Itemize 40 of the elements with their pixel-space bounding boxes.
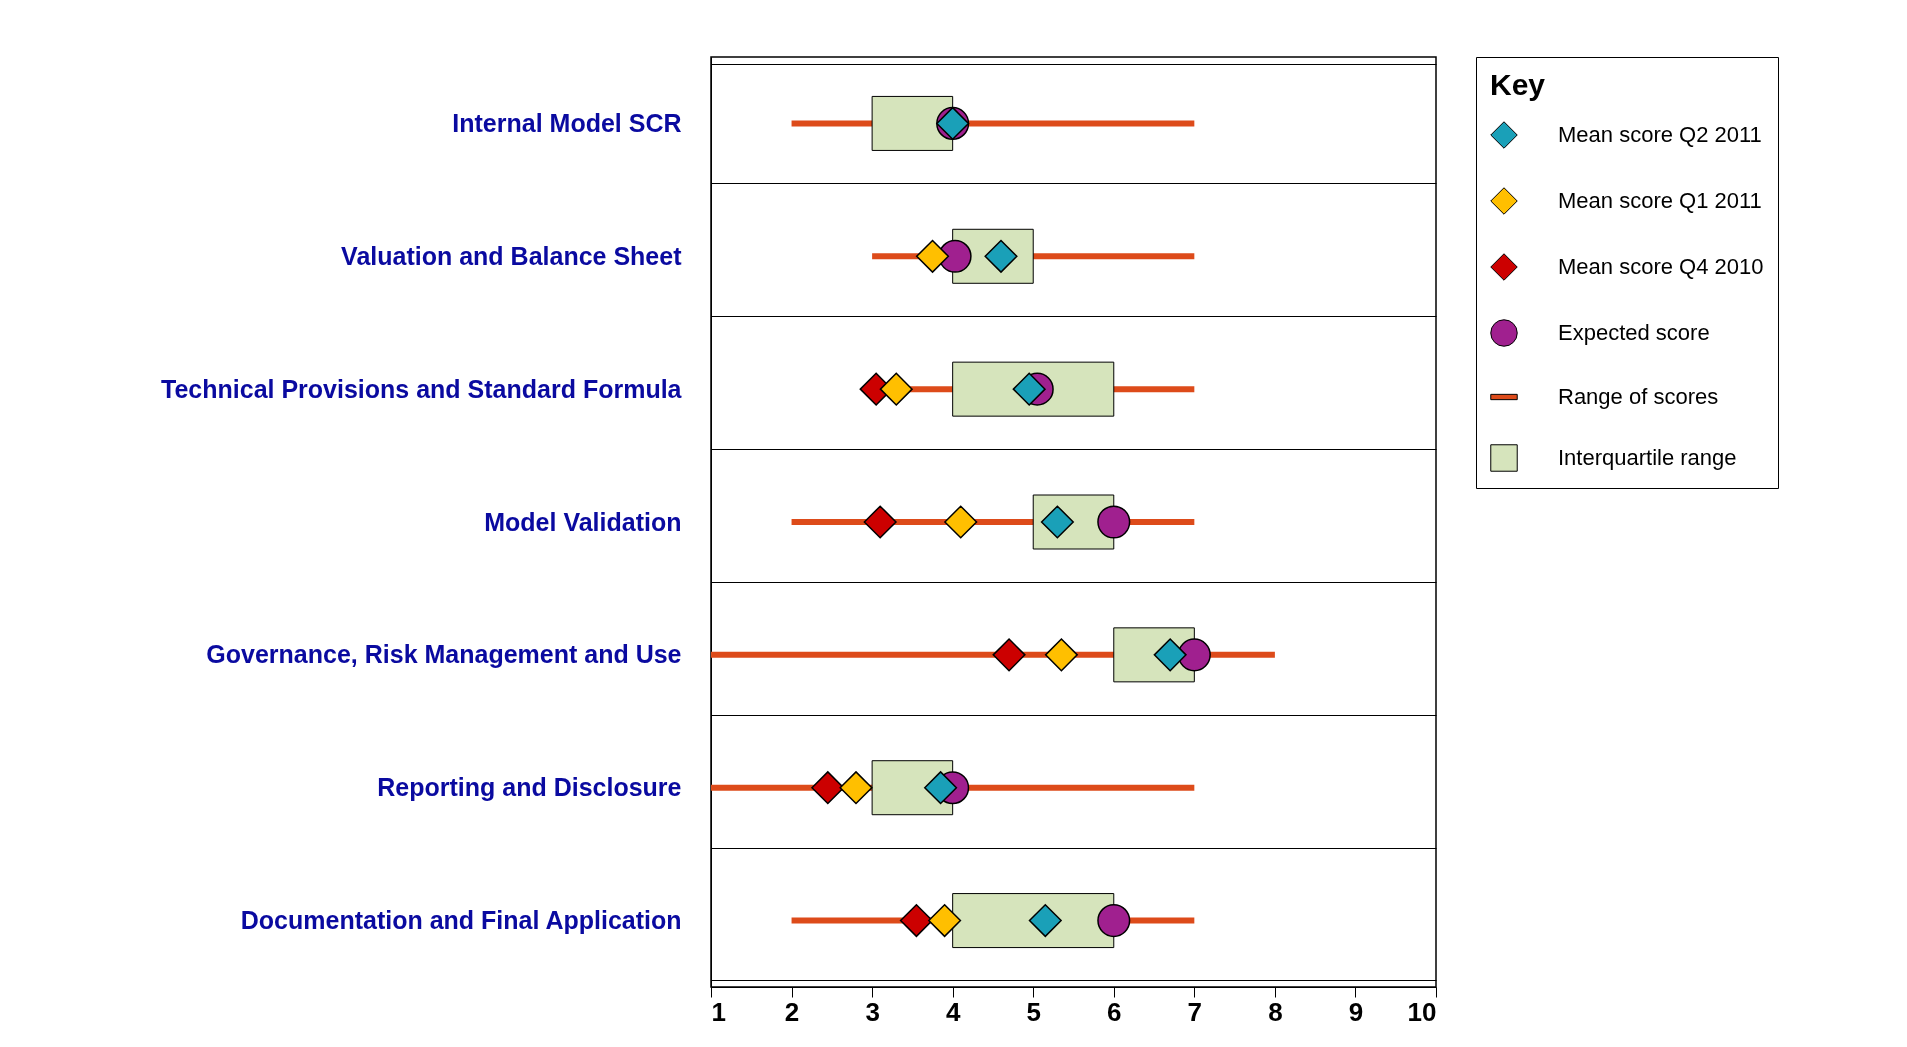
- point: [863, 505, 897, 539]
- legend-label: Mean score Q4 2010: [1558, 254, 1764, 279]
- y-tick-label: Governance, Risk Management and Use: [206, 640, 682, 669]
- legend-title: Key: [1490, 68, 1546, 101]
- legend-label: Mean score Q1 2011: [1558, 188, 1762, 213]
- point: [1097, 505, 1131, 539]
- point: [924, 771, 958, 805]
- point: [915, 239, 950, 273]
- point: [1012, 372, 1046, 406]
- legend-label: Mean score Q2 2011: [1558, 122, 1762, 147]
- point: [1177, 638, 1211, 672]
- point: [879, 372, 913, 406]
- y-tick-label: Documentation and Final Application: [240, 906, 682, 935]
- point: [992, 638, 1026, 672]
- y-tick-label: Valuation and Balance Sheet: [341, 241, 683, 270]
- x-tick-label: 9: [1348, 996, 1364, 1027]
- point: [1044, 638, 1078, 672]
- y-tick-label: Internal Model SCR: [452, 108, 682, 137]
- point: [928, 904, 962, 938]
- x-tick-label: 2: [784, 996, 800, 1027]
- point: [944, 505, 978, 539]
- point: [899, 904, 933, 938]
- x-tick-label: 3: [865, 996, 880, 1027]
- x-tick-label: 7: [1187, 996, 1203, 1027]
- point: [1097, 904, 1131, 938]
- y-tick-label: Technical Provisions and Standard Formula: [161, 374, 683, 403]
- point: [1028, 904, 1062, 938]
- legend-label: Interquartile range: [1558, 445, 1737, 470]
- legend-label: Range of scores: [1558, 384, 1719, 409]
- x-tick-label: 4: [945, 996, 961, 1027]
- point: [839, 771, 873, 805]
- x-tick-label: 10: [1407, 996, 1437, 1027]
- y-tick-label: Model Validation: [484, 507, 682, 536]
- x-tick-label: 6: [1107, 996, 1122, 1027]
- y-tick-label: Reporting and Disclosure: [377, 773, 682, 802]
- point: [811, 771, 845, 805]
- x-tick-label: 1: [711, 996, 726, 1027]
- x-tick-label: 5: [1026, 996, 1041, 1027]
- legend-label: Expected score: [1558, 320, 1710, 345]
- x-tick-label: 8: [1268, 996, 1283, 1027]
